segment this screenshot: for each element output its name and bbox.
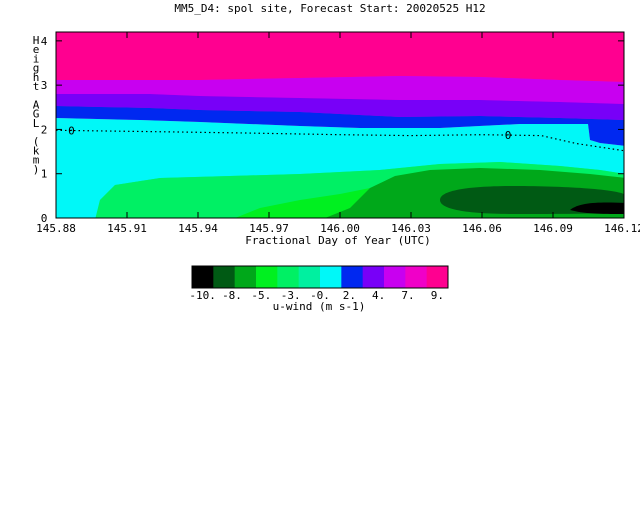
x-tick-label: 145.88 [36, 222, 76, 235]
colorbar-tick-label: -10. [189, 289, 216, 302]
zero-contour-label: 0 [68, 124, 75, 137]
colorbar-frame [191, 265, 449, 289]
region-u-wind-2-to-4 [56, 94, 624, 120]
colorbar-tick-label: -0. [310, 289, 330, 302]
colorbar-swatch [405, 266, 428, 288]
y-axis-label-char: i [33, 52, 40, 65]
colorbar-swatch [384, 266, 406, 288]
colorbar-swatch [341, 266, 364, 288]
colorbar-swatch [234, 266, 257, 288]
zero-contour-label: 0 [505, 129, 512, 142]
colorbar-tick-label: 9. [431, 289, 444, 302]
zero-contour-line [56, 129, 624, 152]
y-axis-label-char: h [33, 71, 40, 84]
chart-title: MM5_D4: spol site, Forecast Start: 20020… [174, 2, 485, 15]
y-axis-label-char: ( [33, 135, 40, 148]
colorbar-tick-label: -3. [281, 289, 301, 302]
y-axis-label-char: t [33, 80, 40, 93]
colorbar-swatch [256, 266, 278, 288]
y-axis-label-char: L [33, 117, 40, 130]
y-tick-label: 3 [41, 79, 48, 92]
y-axis-label-char: e [33, 43, 40, 56]
colorbar-swatch [213, 266, 236, 288]
region-u-wind-9-plus [56, 32, 624, 82]
colorbar-swatch [362, 266, 385, 288]
colorbar-swatch [192, 266, 214, 288]
x-tick-label: 145.97 [249, 222, 289, 235]
x-tick-label: 145.94 [178, 222, 218, 235]
x-tick-label: 146.00 [320, 222, 360, 235]
colorbar-label: u-wind (m s-1) [273, 300, 366, 313]
region-u-wind-below-minus-10 [570, 202, 624, 214]
y-tick-label: 0 [41, 212, 48, 225]
colorbar-swatch [426, 266, 449, 288]
colorbar-tick-label: 7. [401, 289, 414, 302]
y-tick-label: 4 [41, 35, 48, 48]
colorbar-swatch [320, 266, 342, 288]
colorbar: -10. -8. -5. -3. -0. 2. 4. 7. 9. [189, 265, 449, 302]
colorbar-swatch [277, 266, 300, 288]
x-tick-label: 146.06 [462, 222, 502, 235]
region-u-wind-0-to-2 [56, 106, 624, 146]
y-axis-label-char: H [33, 34, 40, 47]
y-tick-label: 2 [41, 123, 48, 136]
colorbar-tick-label: -5. [251, 289, 271, 302]
x-tick-label: 145.91 [107, 222, 147, 235]
colorbar-swatch [298, 266, 321, 288]
y-axis-label-char: k [33, 144, 40, 157]
x-axis-label: Fractional Day of Year (UTC) [245, 234, 430, 247]
y-axis-label-char: g [33, 62, 40, 75]
y-axis-label-char: A [33, 98, 40, 111]
x-tick-label: 146.12 [604, 222, 640, 235]
y-axis-label-char: G [33, 108, 40, 121]
x-tick-label: 146.09 [533, 222, 573, 235]
colorbar-tick-label: 4. [372, 289, 385, 302]
colorbar-tick-label: -8. [222, 289, 242, 302]
y-tick-label: 1 [41, 168, 48, 181]
region-u-wind-4-to-7 [56, 76, 624, 104]
x-tick-label: 146.03 [391, 222, 431, 235]
y-axis-label-char: m [33, 154, 40, 167]
y-axis-label-char: ) [33, 163, 40, 176]
colorbar-tick-label: 2. [343, 289, 356, 302]
